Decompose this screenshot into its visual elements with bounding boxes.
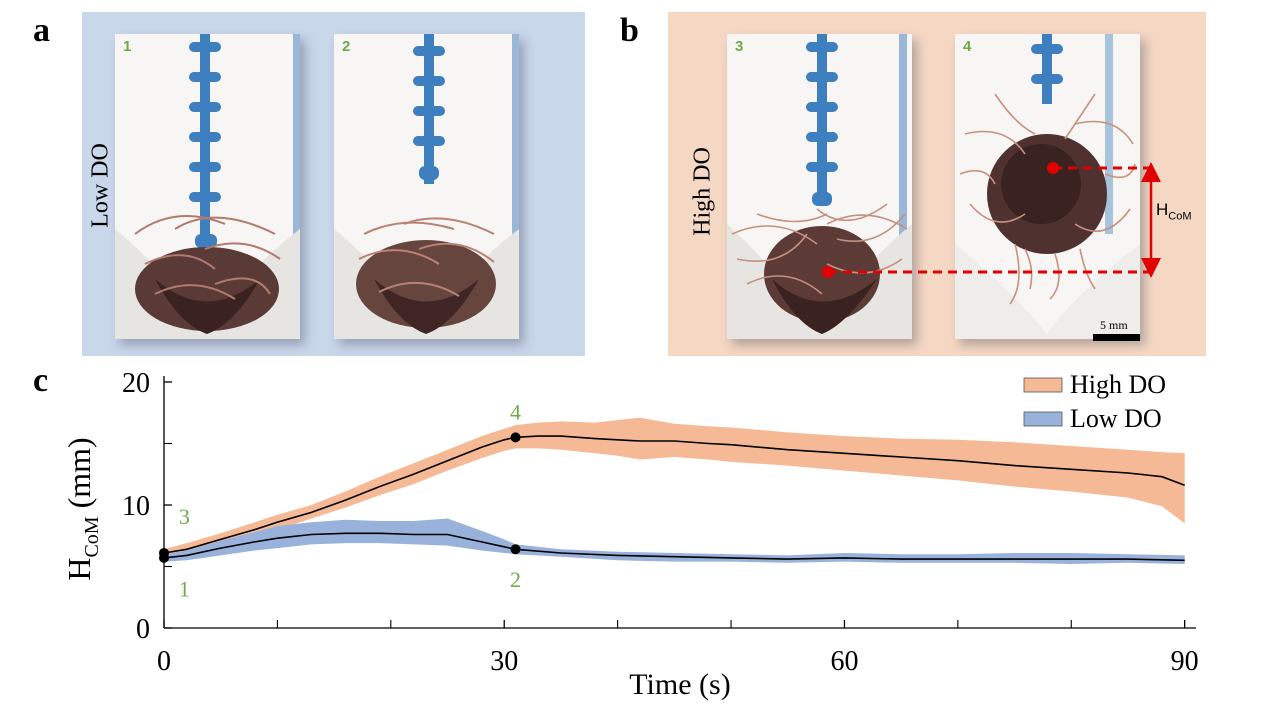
timepoint-marker-3 <box>159 547 169 558</box>
timepoint-label-1: 1 <box>179 577 190 602</box>
photo-number-3: 3 <box>735 38 744 55</box>
legend-label-high-do: High DO <box>1070 370 1166 399</box>
x-tick-label: 60 <box>830 646 858 677</box>
photo-3: 3 <box>727 34 912 339</box>
hcom-time-chart: 0 10 20 0 30 60 90 Time (s) HCoM (mm) 1 2 3 4 High DO… <box>61 368 1199 701</box>
legend-swatch-low-do <box>1023 411 1063 427</box>
timepoint-label-4: 4 <box>510 400 521 425</box>
y-tick-label: 10 <box>122 491 150 522</box>
timepoint-label-3: 3 <box>179 504 190 529</box>
timepoint-label-2: 2 <box>510 567 521 592</box>
x-tick-label: 90 <box>1171 646 1199 677</box>
y-axis-label-sub: CoM <box>81 516 103 557</box>
photo-2: 2 <box>334 34 519 339</box>
hcom-label-sub: CoM <box>1168 210 1192 223</box>
photo-4: 4 <box>955 34 1140 339</box>
scale-bar <box>1093 334 1140 341</box>
photo-number-1: 1 <box>123 38 132 55</box>
high-do-mean-line <box>163 435 1185 554</box>
timepoint-marker-4 <box>510 432 521 443</box>
panel-a-label: Low DO <box>87 143 114 228</box>
y-axis-label: HCoM (mm) <box>61 437 103 580</box>
y-tick-label: 0 <box>136 614 150 645</box>
x-tick-label: 0 <box>157 646 171 677</box>
y-tick-label: 20 <box>122 368 150 399</box>
panel-b-letter: b <box>620 12 639 49</box>
worm-tube-illustration <box>955 34 1140 339</box>
worm-tube-illustration <box>115 34 300 339</box>
scale-bar-label: 5 mm <box>1100 318 1128 332</box>
legend-swatch-high-do <box>1023 377 1063 393</box>
hcom-label: HCoM <box>1156 200 1192 222</box>
legend-label-low-do: Low DO <box>1070 404 1162 433</box>
x-axis-label: Time (s) <box>629 668 730 701</box>
worm-tube-illustration <box>727 34 912 339</box>
timepoint-marker-2 <box>510 544 521 555</box>
panel-a-letter: a <box>33 12 50 49</box>
photo-1: 1 <box>115 34 300 339</box>
high-do-band <box>164 417 1185 557</box>
photo-number-4: 4 <box>963 38 972 55</box>
hcom-label-main: H <box>1156 200 1169 219</box>
panel-b-label: High DO <box>689 147 716 236</box>
low-do-band <box>164 518 1185 564</box>
y-axis-label-main: H <box>61 558 97 581</box>
panel-c-letter: c <box>33 362 49 399</box>
y-axis-label-unit: (mm) <box>61 437 97 516</box>
x-tick-label: 30 <box>490 646 518 677</box>
photo-number-2: 2 <box>342 38 351 55</box>
worm-tube-illustration <box>334 34 519 339</box>
